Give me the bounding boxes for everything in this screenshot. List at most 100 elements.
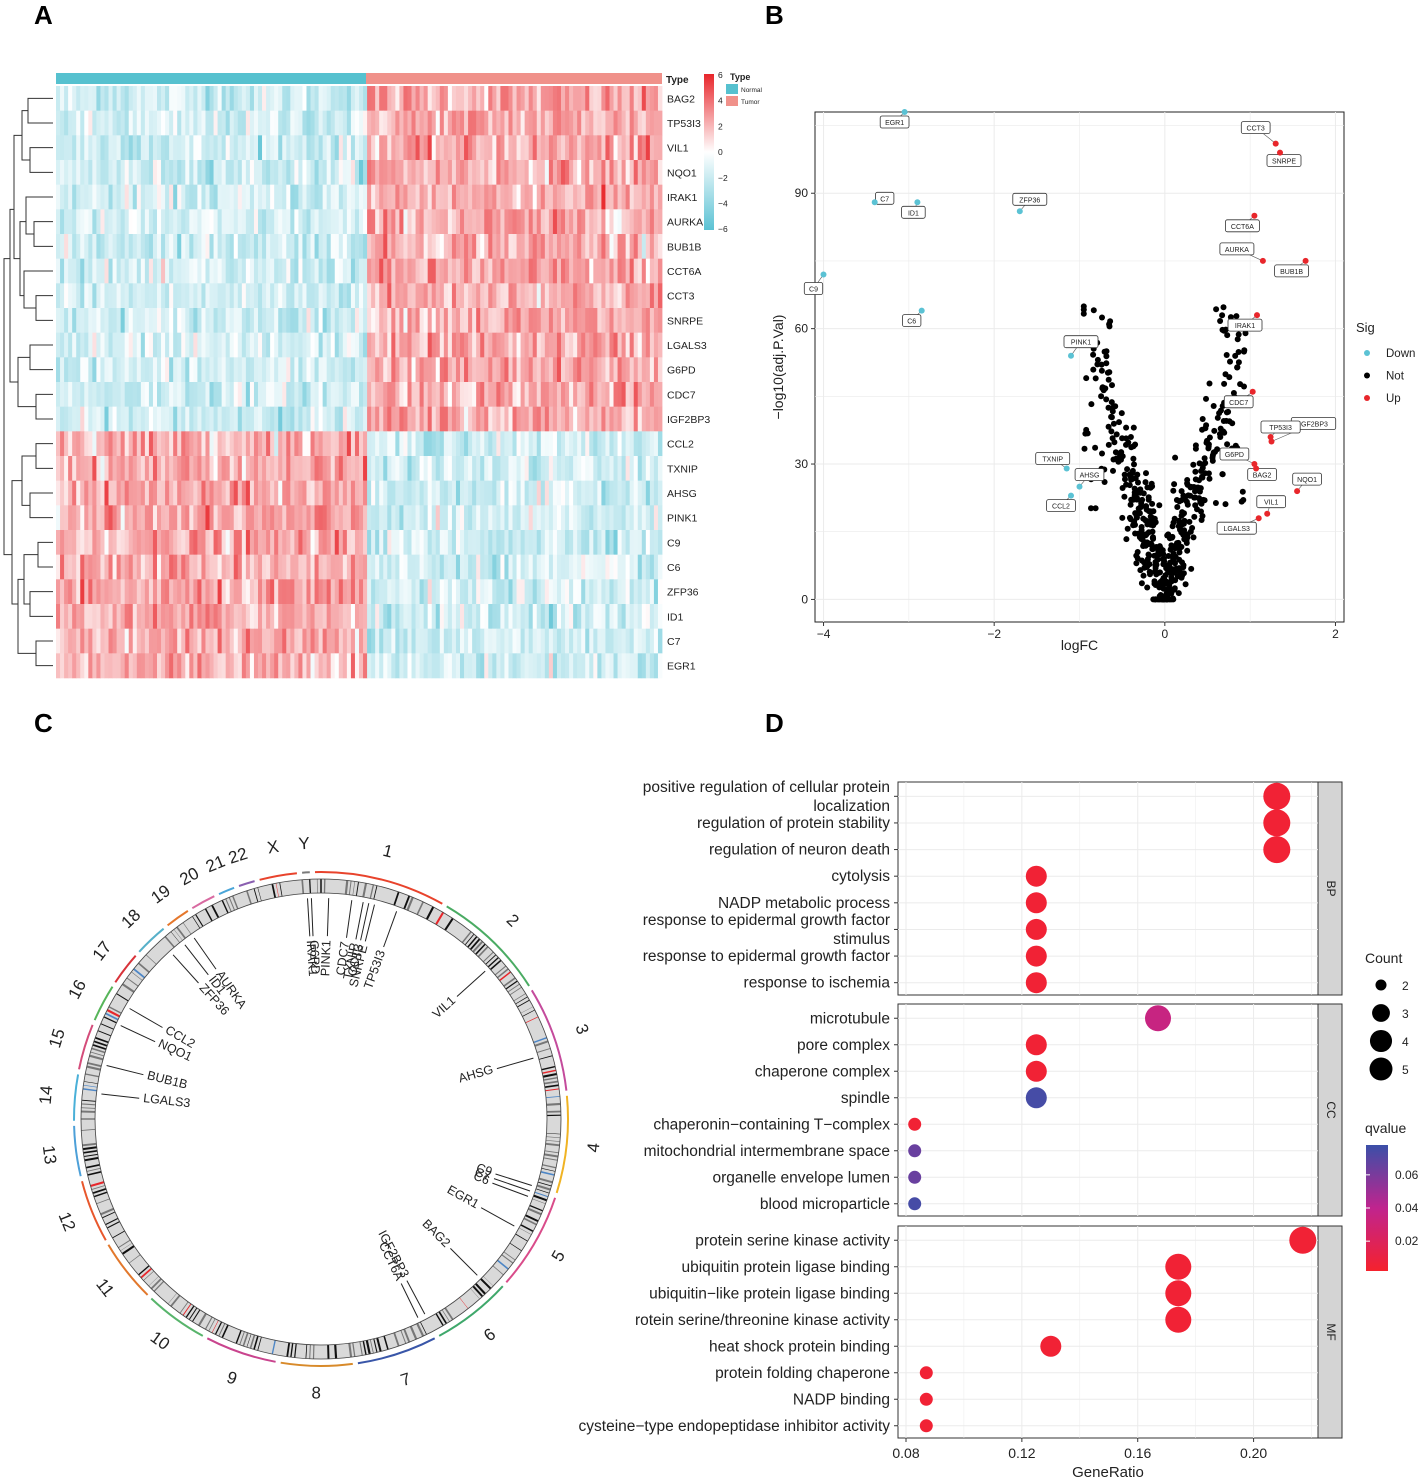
heatmap-colorbar <box>704 74 714 230</box>
heatmap-cell <box>266 653 271 679</box>
heatmap-cell <box>512 406 517 432</box>
volcano-point-not <box>1103 353 1110 360</box>
heatmap-cell <box>181 604 186 629</box>
heatmap-cell <box>350 258 356 284</box>
heatmap-cell <box>633 653 639 679</box>
heatmap-cell <box>221 357 227 383</box>
heatmap-cell <box>561 308 566 333</box>
heatmap-cell <box>148 653 154 679</box>
heatmap-cell <box>476 283 481 309</box>
heatmap-cell <box>64 406 69 432</box>
heatmap-cell <box>589 332 594 358</box>
heatmap-cell <box>480 258 485 284</box>
heatmap-cell <box>318 530 324 555</box>
volcano-point-not <box>1242 330 1249 337</box>
heatmap-cell <box>589 579 594 605</box>
heatmap-cell <box>282 160 287 185</box>
heatmap-cell <box>116 530 122 555</box>
heatmap-cell <box>492 135 497 161</box>
heatmap-cell <box>225 604 231 629</box>
heatmap-cell <box>573 456 578 481</box>
legend-label: Tumor <box>741 99 760 106</box>
heatmap-cell <box>205 110 210 136</box>
heatmap-cell <box>589 308 594 333</box>
heatmap-cell <box>435 234 441 259</box>
heatmap-cell <box>407 505 412 531</box>
heatmap-cell <box>96 160 101 185</box>
heatmap-cell <box>84 283 89 309</box>
heatmap-cell <box>233 283 239 309</box>
heatmap-cell <box>464 332 469 358</box>
heatmap-cell <box>80 579 85 605</box>
heatmap-cell <box>569 382 574 407</box>
heatmap-cell <box>314 431 319 457</box>
heatmap-cell <box>367 135 372 161</box>
heatmap-cell <box>177 554 182 580</box>
heatmap-cell <box>294 357 299 383</box>
heatmap-cell <box>108 653 113 679</box>
heatmap-cell <box>326 530 332 555</box>
heatmap-cell <box>334 431 340 457</box>
heatmap-cell <box>383 135 388 161</box>
heatmap-cell <box>270 234 275 259</box>
heatmap-cell <box>524 86 530 111</box>
heatmap-cell <box>350 530 356 555</box>
heatmap-cell <box>512 209 517 235</box>
heatmap-cell <box>488 86 493 111</box>
heatmap-cell <box>108 505 113 531</box>
heatmap-cell <box>423 110 429 136</box>
heatmap-cell <box>92 382 97 407</box>
heatmap-cell <box>104 357 109 383</box>
heatmap-cell <box>629 184 635 210</box>
ideogram-band <box>480 1278 492 1290</box>
heatmap-cell <box>88 332 93 358</box>
point-label: SNRPE <box>1272 159 1296 166</box>
heatmap-cell <box>419 653 425 679</box>
heatmap-cell <box>468 604 473 629</box>
heatmap-cell <box>524 382 530 407</box>
heatmap-cell <box>310 110 315 136</box>
heatmap-cell <box>148 258 154 284</box>
heatmap-cell <box>96 184 101 210</box>
heatmap-cell <box>177 234 182 259</box>
heatmap-cell <box>552 357 558 383</box>
heatmap-cell <box>306 554 311 580</box>
heatmap-cell <box>221 530 227 555</box>
ideogram-band <box>544 1153 559 1158</box>
heatmap-cell <box>395 530 400 555</box>
heatmap-cell <box>140 431 146 457</box>
heatmap-cell <box>371 456 376 481</box>
heatmap-cell <box>120 209 126 235</box>
heatmap-cell <box>476 431 481 457</box>
heatmap-cell <box>387 357 392 383</box>
heatmap-cell <box>100 234 105 259</box>
heatmap-cell <box>637 234 643 259</box>
heatmap-cell <box>314 234 319 259</box>
heatmap-cell <box>338 604 344 629</box>
ideogram-band <box>81 1103 96 1106</box>
heatmap-cell <box>565 308 570 333</box>
heatmap-cell <box>460 530 465 555</box>
heatmap-cell <box>286 554 291 580</box>
heatmap-cell <box>516 160 521 185</box>
heatmap-cell <box>451 258 457 284</box>
heatmap-cell <box>480 283 485 309</box>
heatmap-cell <box>104 283 109 309</box>
heatmap-cell <box>476 258 481 284</box>
ideogram-band <box>496 968 509 979</box>
heatmap-cell <box>379 653 384 679</box>
heatmap-cell <box>161 505 166 531</box>
ideogram-band <box>369 1339 374 1354</box>
heatmap-cell <box>161 86 166 111</box>
volcano-point-not <box>1172 454 1179 461</box>
heatmap-cell <box>649 579 655 605</box>
heatmap-cell <box>76 505 81 531</box>
heatmap-cell <box>84 258 89 284</box>
heatmap-cell <box>613 505 618 531</box>
heatmap-cell <box>282 406 287 432</box>
heatmap-cell <box>64 604 69 629</box>
heatmap-cell <box>213 86 218 111</box>
heatmap-cell <box>500 382 505 407</box>
heatmap-cell <box>488 382 493 407</box>
heatmap-cell <box>577 160 582 185</box>
